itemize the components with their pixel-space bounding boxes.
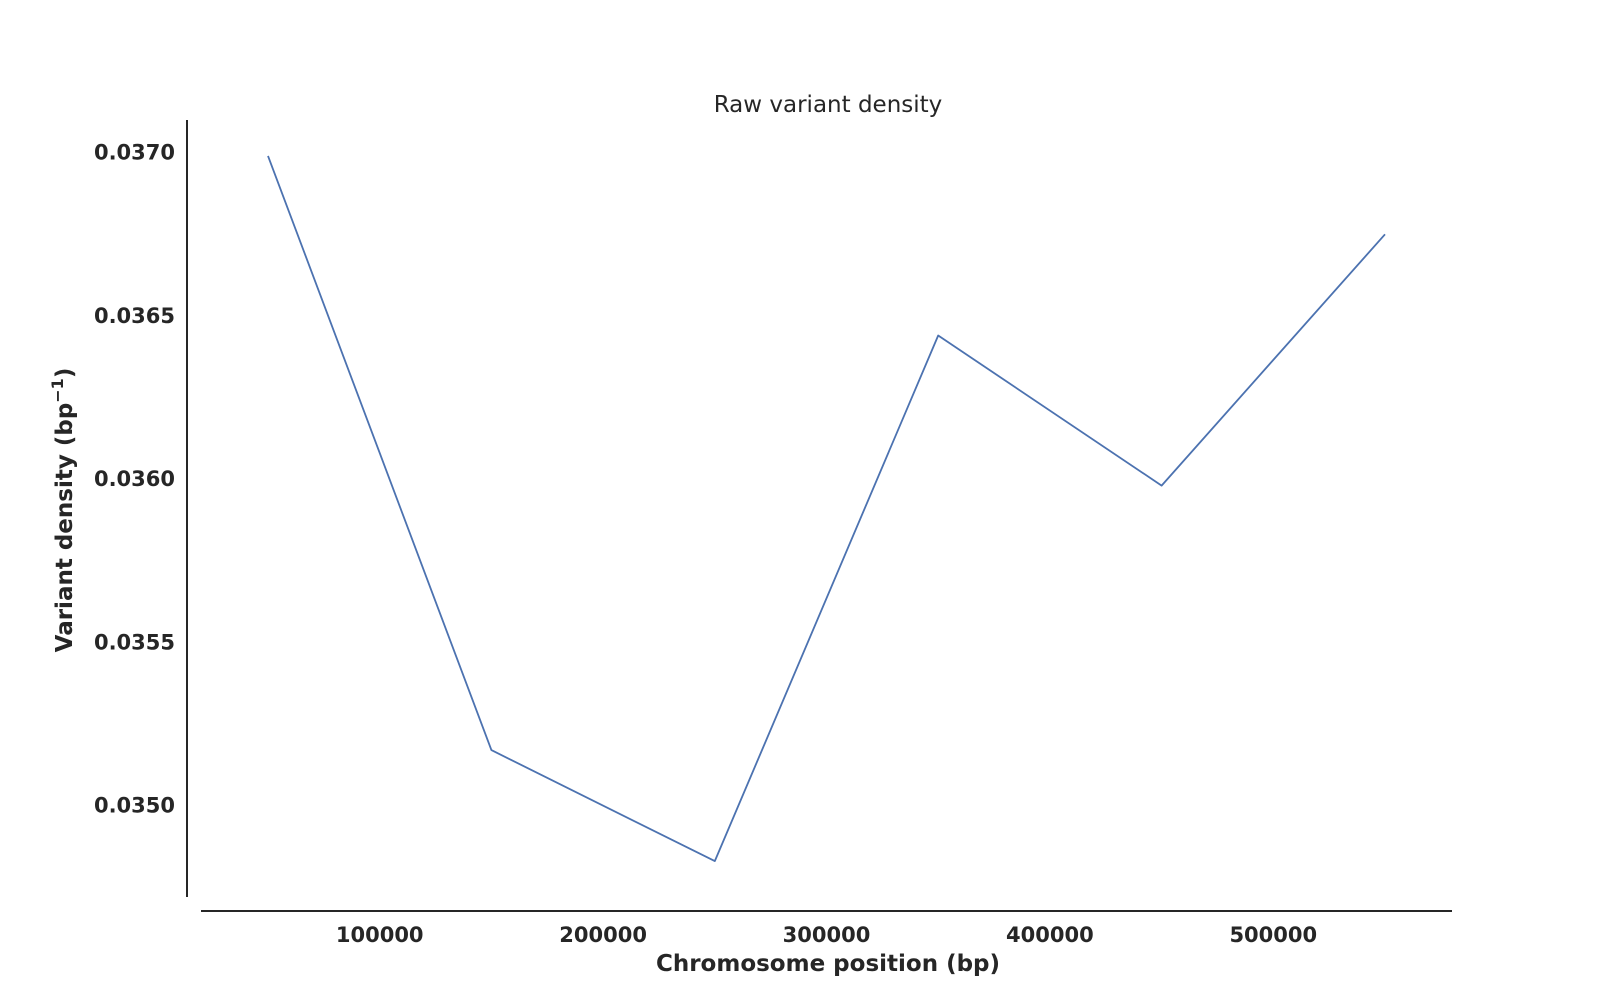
y-axis-label-end: )	[52, 368, 78, 379]
y-tick-label: 0.0370	[94, 141, 175, 165]
series-layer	[267, 155, 1386, 862]
y-axis-label-superscript: −1	[48, 378, 67, 403]
x-tick-label: 300000	[783, 923, 871, 947]
y-tick-label: 0.0350	[94, 794, 175, 818]
x-tick-label: 400000	[1006, 923, 1094, 947]
y-tick-label: 0.0360	[94, 467, 175, 491]
x-tick-label: 500000	[1229, 923, 1317, 947]
x-axis-label: Chromosome position (bp)	[656, 951, 1000, 977]
chart-title: Raw variant density	[714, 92, 943, 118]
series-line	[267, 155, 1386, 862]
y-tick-labels: 0.0350 0.0355 0.0360 0.0365 0.0370	[94, 141, 175, 818]
y-tick-label: 0.0365	[94, 304, 175, 328]
y-axis-label: Variant density (bp−1)	[48, 368, 79, 653]
x-tick-label: 200000	[559, 923, 647, 947]
x-tick-label: 100000	[336, 923, 424, 947]
x-tick-labels: 100000 200000 300000 400000 500000	[336, 923, 1317, 947]
y-tick-label: 0.0355	[94, 630, 175, 654]
y-axis-label-main: Variant density (bp	[52, 403, 78, 653]
